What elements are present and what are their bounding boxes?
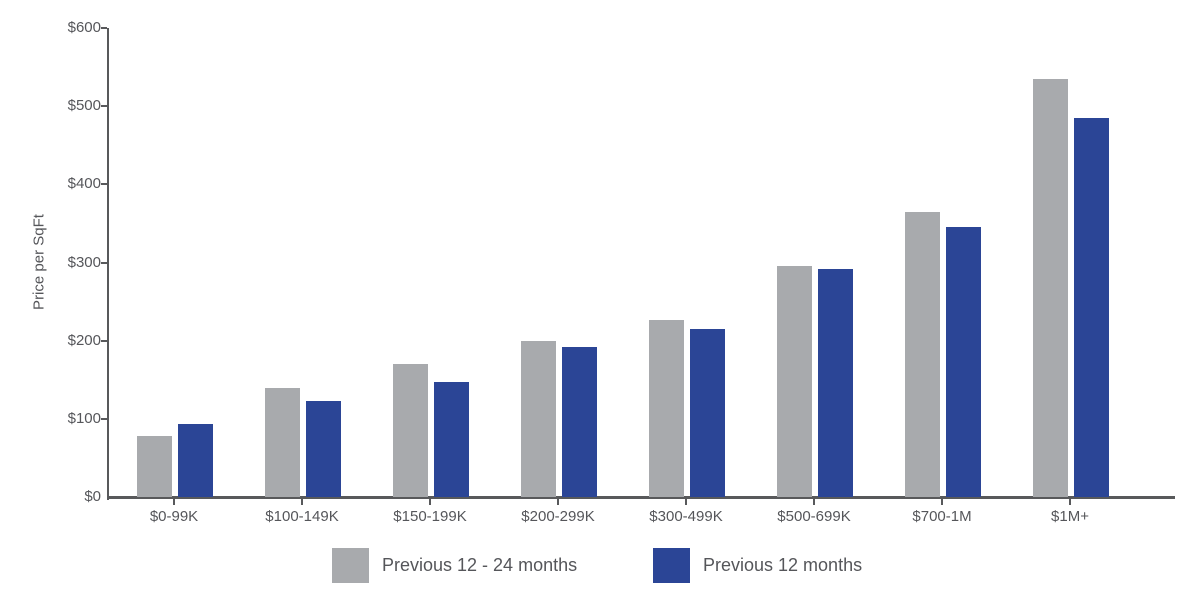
bar-prev-12-7 bbox=[1074, 118, 1109, 497]
bar-prev-12-24-5 bbox=[777, 266, 812, 497]
x-tick-mark bbox=[685, 499, 687, 505]
y-tick-label: $0 bbox=[84, 488, 101, 505]
y-tick-mark bbox=[101, 262, 107, 264]
x-tick-mark bbox=[173, 499, 175, 505]
x-tick-mark bbox=[1069, 499, 1071, 505]
x-tick-mark bbox=[557, 499, 559, 505]
bar-prev-12-24-3 bbox=[521, 341, 556, 497]
bar-prev-12-24-7 bbox=[1033, 79, 1068, 497]
x-axis-line bbox=[107, 496, 1175, 499]
x-tick-mark bbox=[429, 499, 431, 505]
bar-prev-12-2 bbox=[434, 382, 469, 497]
bar-prev-12-24-2 bbox=[393, 364, 428, 497]
x-category-label: $700-1M bbox=[912, 508, 972, 525]
bar-prev-12-24-0 bbox=[137, 436, 172, 497]
bar-prev-12-6 bbox=[946, 227, 981, 497]
bar-prev-12-4 bbox=[690, 329, 725, 497]
legend-swatch-icon bbox=[332, 548, 369, 583]
x-category-label: $300-499K bbox=[649, 508, 723, 525]
x-category-label: $200-299K bbox=[521, 508, 595, 525]
y-tick-label: $200 bbox=[67, 332, 101, 349]
y-tick-label: $400 bbox=[67, 175, 101, 192]
legend-label: Previous 12 months bbox=[703, 555, 863, 575]
x-category-label: $150-199K bbox=[393, 508, 467, 525]
y-tick-label: $600 bbox=[67, 19, 101, 36]
y-axis-line bbox=[107, 28, 109, 500]
y-tick-mark bbox=[101, 183, 107, 185]
legend-swatch-icon bbox=[653, 548, 690, 583]
bar-prev-12-3 bbox=[562, 347, 597, 497]
x-tick-mark bbox=[813, 499, 815, 505]
bar-prev-12-0 bbox=[178, 424, 213, 497]
bar-prev-12-24-4 bbox=[649, 320, 684, 497]
y-tick-mark bbox=[101, 27, 107, 29]
bar-prev-12-24-1 bbox=[265, 388, 300, 497]
y-tick-mark bbox=[101, 340, 107, 342]
y-tick-label: $500 bbox=[67, 97, 101, 114]
x-tick-mark bbox=[301, 499, 303, 505]
y-tick-mark bbox=[101, 418, 107, 420]
x-category-label: $500-699K bbox=[777, 508, 851, 525]
legend-label: Previous 12 - 24 months bbox=[382, 555, 578, 575]
bar-prev-12-24-6 bbox=[905, 212, 940, 497]
y-tick-mark bbox=[101, 105, 107, 107]
y-tick-label: $300 bbox=[67, 254, 101, 271]
legend-item-previous-12-24-months: Previous 12 - 24 months bbox=[332, 548, 577, 583]
legend-item-previous-12-months: Previous 12 months bbox=[653, 548, 862, 583]
x-category-label: $1M+ bbox=[1051, 508, 1089, 525]
y-tick-label: $100 bbox=[67, 410, 101, 427]
bar-prev-12-1 bbox=[306, 401, 341, 497]
x-category-label: $0-99K bbox=[149, 508, 199, 525]
x-category-label: $100-149K bbox=[265, 508, 339, 525]
x-tick-mark bbox=[941, 499, 943, 505]
bar-prev-12-5 bbox=[818, 269, 853, 497]
